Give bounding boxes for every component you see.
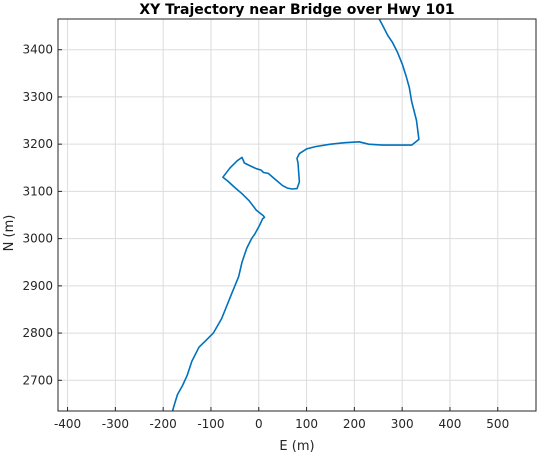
series-layer (171, 19, 420, 411)
x-tick-label: 200 (343, 417, 366, 431)
x-tick-label: 400 (439, 417, 462, 431)
x-tick-label: 0 (255, 417, 263, 431)
x-tick-label: 100 (295, 417, 318, 431)
y-tick-label: 3400 (22, 43, 53, 57)
x-tick-label: 500 (486, 417, 509, 431)
plot-frame (57, 18, 537, 412)
y-tick-label: 3100 (22, 184, 53, 198)
x-tick-label: -100 (197, 417, 224, 431)
x-axis-ticks: -400 -300 -200 -100 0 100 200 300 400 500 (54, 407, 509, 431)
y-tick-label: 2700 (22, 373, 53, 387)
y-tick-label: 2800 (22, 326, 53, 340)
y-tick-label: 3300 (22, 90, 53, 104)
grid-lines (58, 19, 536, 411)
trajectory-line (171, 19, 420, 411)
x-tick-label: -400 (54, 417, 81, 431)
x-tick-label: -300 (102, 417, 129, 431)
x-tick-label: 300 (391, 417, 414, 431)
x-tick-label: -200 (150, 417, 177, 431)
y-tick-label: 3000 (22, 232, 53, 246)
x-axis-label: E (m) (279, 439, 314, 454)
chart-title: XY Trajectory near Bridge over Hwy 101 (139, 2, 454, 18)
y-tick-label: 2900 (22, 279, 53, 293)
y-axis-ticks: 2700 2800 2900 3000 3100 3200 3300 3400 (22, 43, 62, 387)
y-tick-label: 3200 (22, 137, 53, 151)
y-axis-label: N (m) (2, 215, 17, 252)
